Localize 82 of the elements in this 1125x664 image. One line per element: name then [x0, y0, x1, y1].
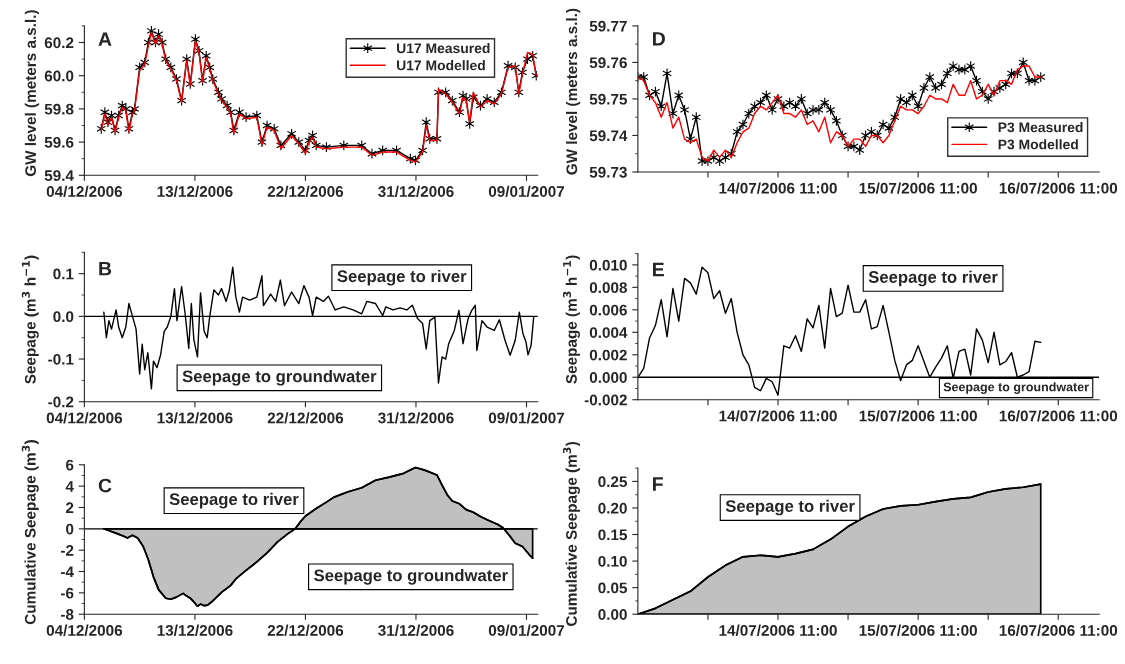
annotation: E — [653, 262, 664, 277]
y-tick-label: 0.006 — [589, 304, 627, 316]
x-tick-label: 15/07/2006 11:00 — [859, 624, 977, 636]
annotation: Seepage to river — [169, 492, 299, 509]
x-tick-label: 22/12/2006 — [267, 624, 344, 636]
x-tick-label: 14/07/2006 11:00 — [719, 624, 837, 636]
x-tick-label: 09/01/2007 — [488, 185, 565, 198]
y-tick-label: 0.05 — [598, 582, 628, 594]
x-tick-label: 04/12/2006 — [46, 624, 123, 636]
y-tick-label: 59.74 — [589, 130, 628, 142]
y-tick-label: -4 — [60, 566, 74, 578]
x-tick-label: 04/12/2006 — [46, 412, 123, 424]
y-tick-label: 6 — [66, 459, 74, 471]
y-tick-label: 0 — [66, 523, 74, 535]
y-tick-label: 0.10 — [598, 555, 627, 567]
y-tick-label: -6 — [60, 587, 74, 599]
annotation: F — [653, 477, 663, 491]
x-tick-label: 04/12/2006 — [46, 185, 123, 198]
y-axis-title: Cumulative Seepage (m$^{3}$) — [21, 440, 39, 625]
y-tick-label: 59.75 — [589, 93, 628, 105]
y-tick-label: 0.20 — [598, 502, 627, 514]
y-tick-label: 0.0 — [53, 311, 74, 323]
y-tick-label: -0.1 — [48, 353, 74, 365]
annotation: C — [98, 478, 112, 493]
x-tick-label: 13/12/2006 — [157, 412, 233, 424]
legend-label: U17 Measured — [397, 42, 490, 54]
legend-label: U17 Modelled — [397, 60, 485, 71]
x-tick-label: 31/12/2006 — [378, 412, 454, 424]
x-tick-label: 15/07/2006 11:00 — [859, 410, 977, 422]
annotation: Seepage to river — [868, 270, 998, 287]
y-tick-label: 59.73 — [589, 166, 627, 178]
y-tick-label: 60.0 — [44, 70, 74, 82]
y-axis-title: Cumulative Seepage (m$^{3}$) — [562, 441, 580, 626]
x-tick-label: 14/07/2006 11:00 — [719, 182, 837, 194]
y-tick-label: 59.77 — [589, 20, 627, 32]
annotation: B — [99, 261, 112, 276]
y-axis-title: Seepage (m$^{3}$ h$^{−1}$) — [562, 255, 580, 384]
y-tick-label: 59.6 — [44, 136, 74, 148]
x-tick-label: 16/07/2006 11:00 — [999, 410, 1118, 422]
x-tick-label: 13/12/2006 — [157, 185, 233, 198]
annotation: A — [98, 32, 112, 46]
x-tick-label: 15/07/2006 11:00 — [859, 182, 977, 194]
y-axis-title: Seepage (m$^{3}$ h$^{−1}$) — [21, 255, 39, 384]
annotation: D — [653, 32, 665, 46]
y-tick-label: -2 — [60, 545, 74, 556]
x-tick-label: 22/12/2006 — [267, 185, 344, 198]
y-tick-label: -8 — [60, 609, 74, 620]
y-tick-label: 0.000 — [589, 372, 627, 383]
x-tick-label: 09/01/2007 — [488, 624, 565, 636]
y-axis-title: GW level (meters a.s.l.) — [24, 10, 40, 177]
y-tick-label: -0.2 — [48, 396, 74, 408]
y-tick-label: 0.004 — [589, 327, 628, 338]
y-tick-label: 0.15 — [598, 529, 628, 541]
annotation: Seepage to river — [725, 499, 855, 516]
y-tick-label: 0.25 — [598, 476, 628, 488]
x-tick-label: 09/01/2007 — [488, 412, 565, 424]
y-tick-label: 2 — [65, 502, 74, 514]
y-tick-label: 59.8 — [44, 103, 74, 115]
annotation: Seepage to groundwater — [314, 569, 508, 585]
y-tick-label: 0.1 — [53, 268, 74, 280]
annotation: Seepage to river — [337, 269, 467, 286]
legend-label: P3 Modelled — [998, 139, 1078, 150]
y-tick-label: 0.008 — [589, 282, 627, 294]
y-axis-title: GW level (meters a.s.l.) — [565, 8, 581, 175]
y-tick-label: 0.010 — [589, 259, 627, 271]
x-tick-label: 13/12/2006 — [157, 624, 233, 636]
y-tick-label: 59.76 — [589, 57, 627, 69]
y-tick-label: 60.2 — [44, 37, 74, 49]
x-tick-label: 14/07/2006 11:00 — [719, 410, 837, 422]
x-tick-label: 31/12/2006 — [378, 624, 454, 636]
y-tick-label: 0.00 — [598, 609, 627, 620]
y-tick-label: -0.002 — [584, 394, 627, 406]
x-tick-label: 31/12/2006 — [378, 185, 454, 198]
annotation: Seepage to groundwater — [182, 370, 377, 386]
y-tick-label: 4 — [65, 481, 74, 492]
y-tick-label: 0.002 — [589, 349, 627, 361]
legend-label: P3 Measured — [998, 122, 1083, 133]
x-tick-label: 16/07/2006 11:00 — [999, 624, 1118, 636]
x-tick-label: 16/07/2006 11:00 — [999, 182, 1118, 194]
y-tick-label: 59.4 — [44, 170, 74, 181]
annotation: Seepage to groundwater — [943, 382, 1089, 394]
x-tick-label: 22/12/2006 — [267, 412, 344, 424]
